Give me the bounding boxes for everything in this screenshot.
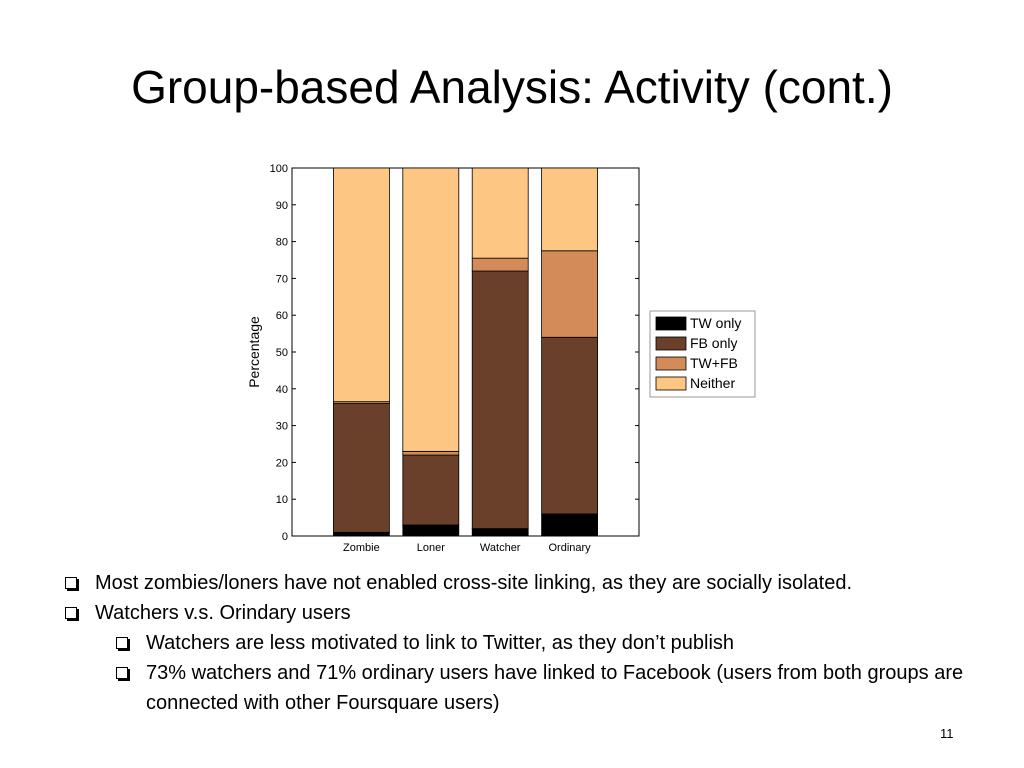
bullet-text: Watchers v.s. Orindary users	[95, 602, 351, 624]
legend-swatch-neither	[655, 376, 687, 391]
y-tick-label: 40	[276, 384, 288, 396]
bar-ordinary-neither	[541, 167, 599, 252]
stacked-bar-chart: 0 10 20 30 40 50 60 70 80 90 100 Percentage Zombie Lo…	[246, 163, 756, 554]
y-tick-label: 0	[282, 531, 288, 543]
bullet-text: Watchers are less motivated to link to T…	[146, 632, 735, 654]
y-tick-label: 50	[276, 347, 288, 359]
sub-bullet-item-1: Watchers are less motivated to link to T…	[113, 628, 1002, 658]
x-tick-label: Watcher	[480, 542, 521, 554]
bar-ordinary-tw-fb	[541, 250, 599, 338]
x-tick-label: Loner	[417, 542, 445, 554]
bar-ordinary-fb-only	[541, 336, 599, 515]
bullet-item-2: Watchers v.s. Orindary users	[62, 598, 1002, 628]
legend-label: Neither	[690, 375, 735, 391]
bullet-list: Most zombies/loners have not enabled cro…	[62, 568, 1002, 718]
x-tick-label: Ordinary	[549, 542, 592, 554]
bar-watcher-tw-fb	[471, 257, 529, 272]
x-tick-label: Zombie	[343, 542, 380, 554]
bar-zombie-fb-only	[333, 403, 390, 533]
slide-title: Group-based Analysis: Activity (cont.)	[131, 61, 893, 113]
bullet-text: Most zombies/loners have not enabled cro…	[95, 572, 853, 594]
bullet-text: 73% watchers and 71% ordinary users have…	[146, 662, 964, 714]
y-tick-label: 70	[276, 273, 288, 285]
bar-zombie-neither	[333, 167, 390, 403]
y-tick-label: 80	[276, 237, 288, 249]
bar-watcher-neither	[471, 167, 529, 259]
bar-loner-fb-only	[402, 454, 460, 526]
legend-swatch-fb-only	[655, 336, 687, 351]
checkbox-bullet-icon	[116, 667, 128, 679]
sub-bullet-item-2: 73% watchers and 71% ordinary users have…	[113, 658, 1002, 718]
legend-label: FB only	[690, 335, 737, 351]
y-tick-label: 20	[276, 457, 288, 469]
bullet-item-1: Most zombies/loners have not enabled cro…	[62, 568, 1002, 598]
legend-label: TW only	[690, 315, 741, 331]
legend-swatch-tw-fb	[655, 356, 687, 371]
y-tick-label: 30	[276, 421, 288, 433]
legend-label: TW+FB	[690, 355, 738, 371]
legend-swatch-tw-only	[655, 316, 687, 331]
y-tick-label: 10	[276, 494, 288, 506]
checkbox-bullet-icon	[65, 577, 77, 589]
y-axis-label: Percentage	[246, 316, 262, 388]
y-tick-label: 100	[270, 163, 288, 175]
bar-loner-neither	[402, 167, 460, 452]
y-tick-label: 60	[276, 310, 288, 322]
checkbox-bullet-icon	[116, 637, 128, 649]
bar-watcher-fb-only	[471, 270, 529, 530]
checkbox-bullet-icon	[65, 607, 77, 619]
y-tick-label: 90	[276, 200, 288, 212]
bar-loner-tw-fb	[402, 450, 460, 456]
page-number: 11	[940, 726, 954, 741]
